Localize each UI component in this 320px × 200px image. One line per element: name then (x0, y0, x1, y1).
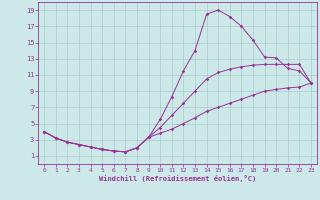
X-axis label: Windchill (Refroidissement éolien,°C): Windchill (Refroidissement éolien,°C) (99, 175, 256, 182)
